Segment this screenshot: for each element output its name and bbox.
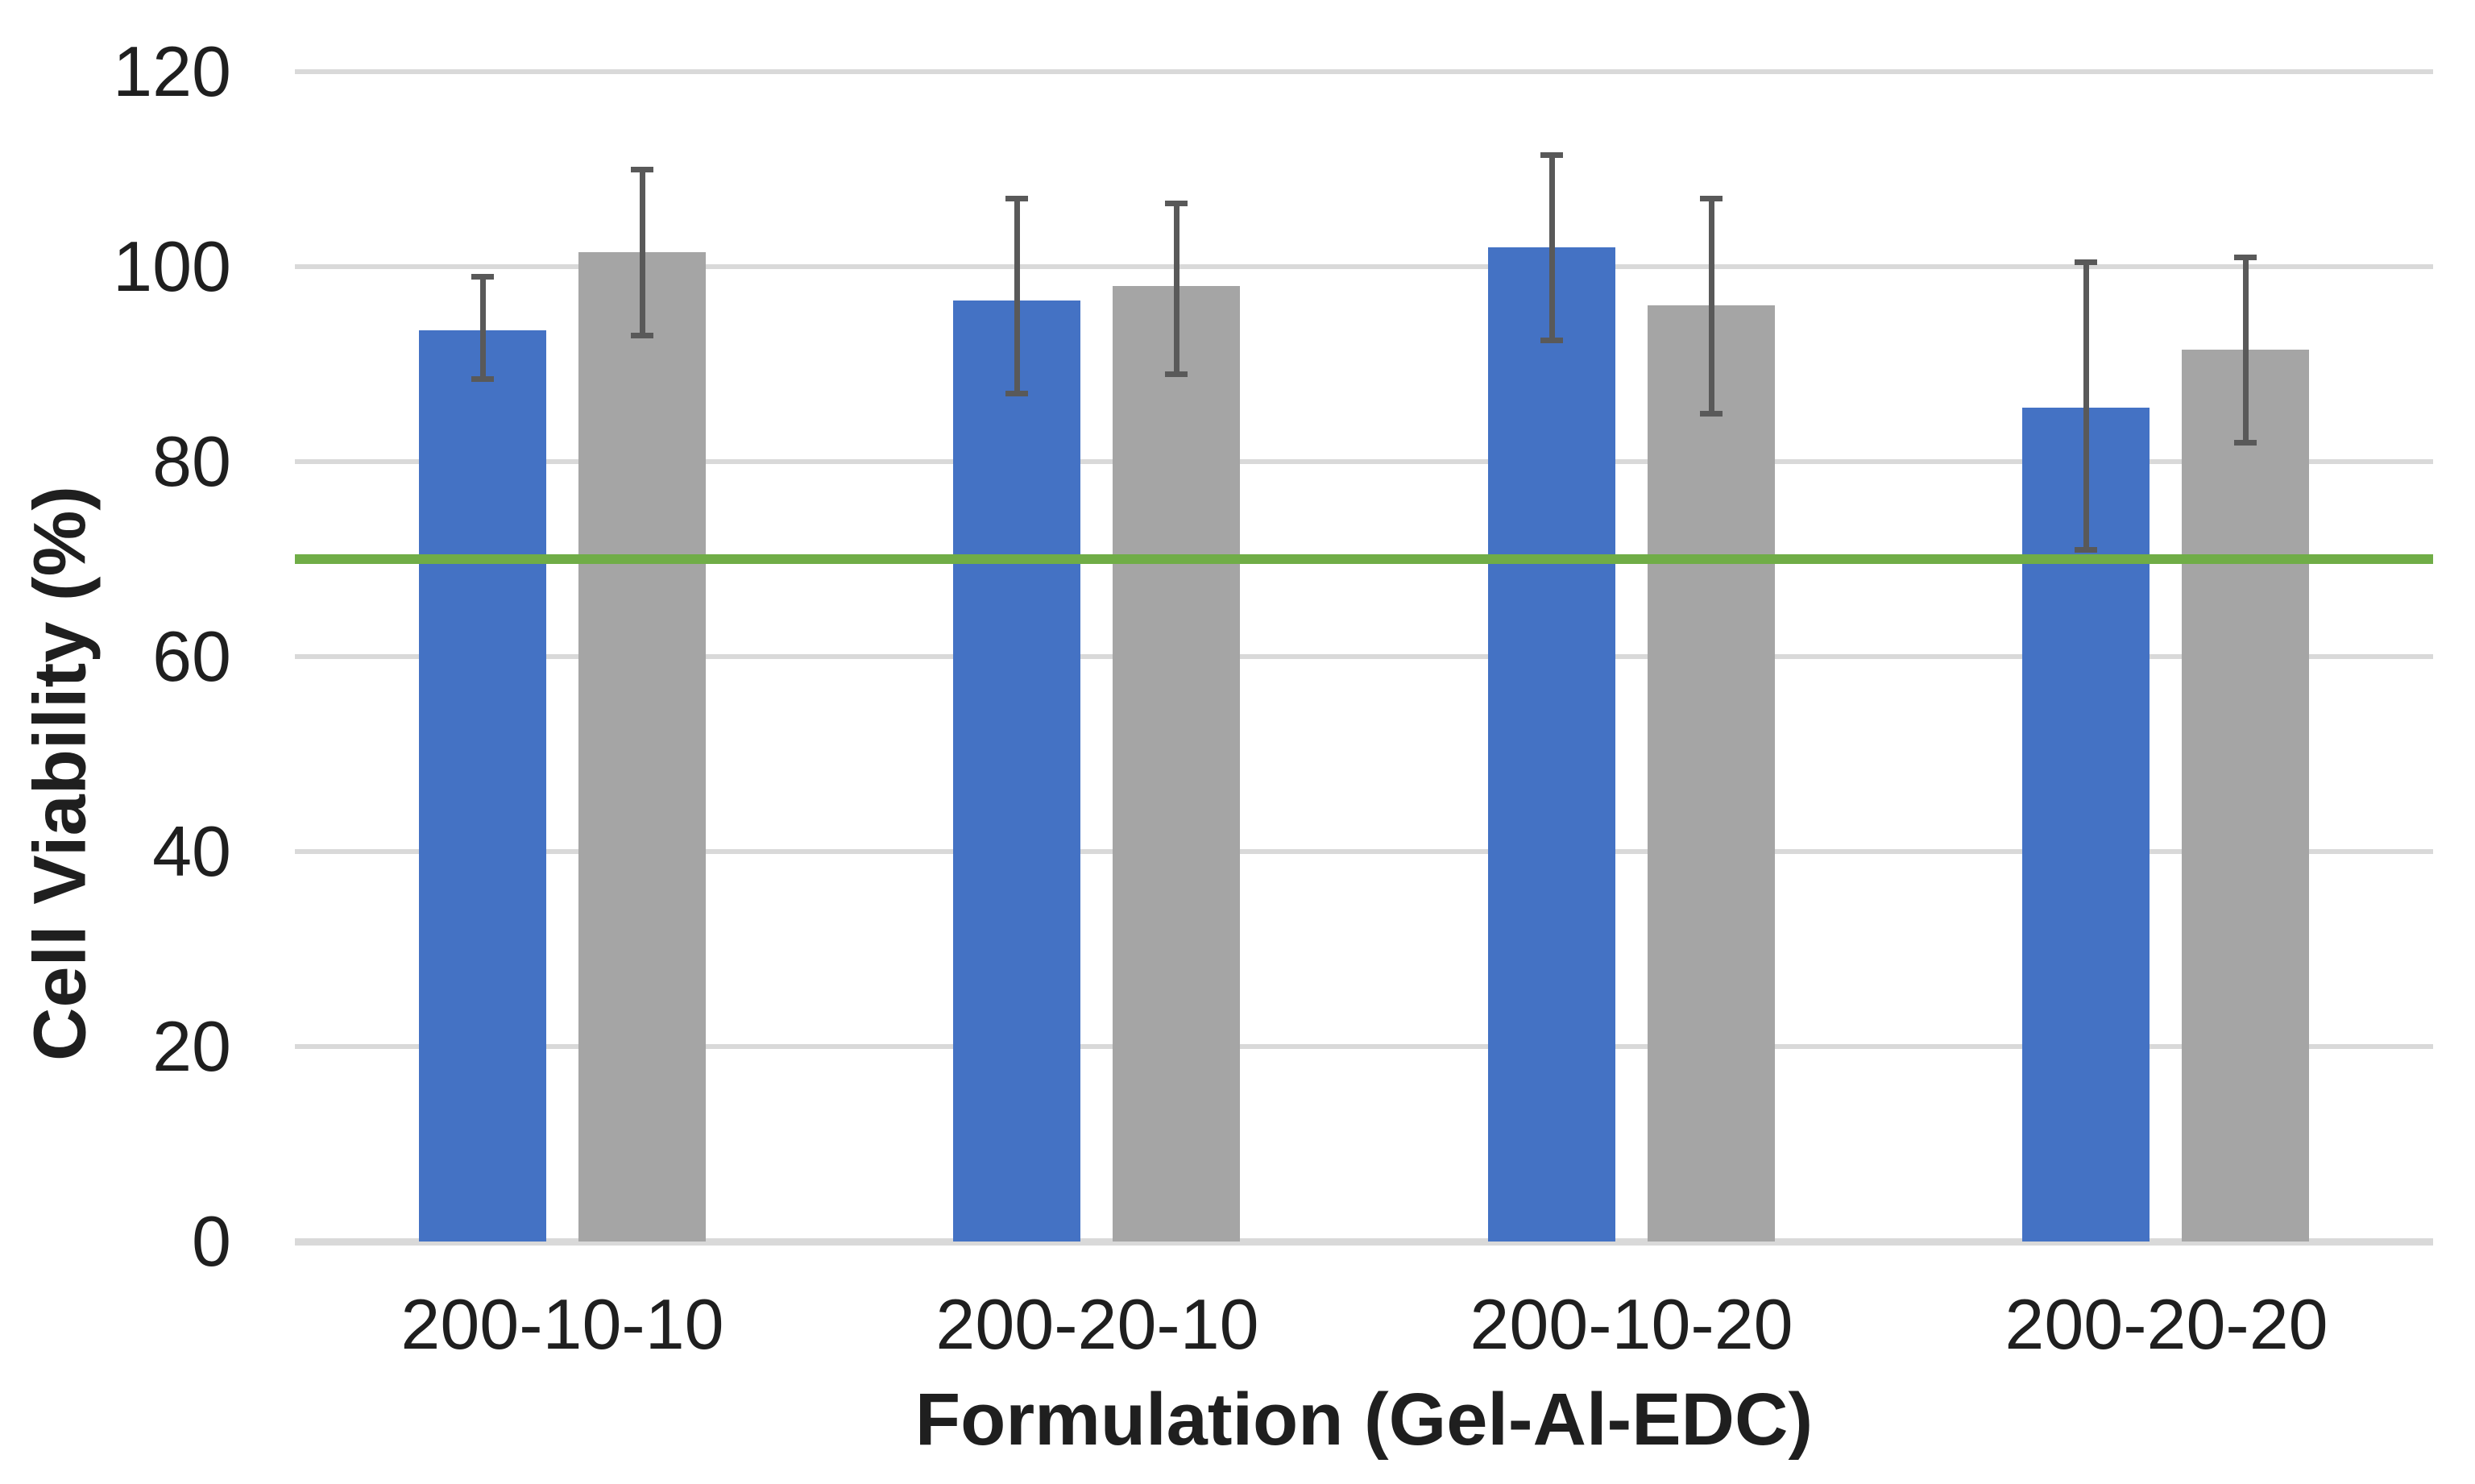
error-bar-cap	[471, 375, 494, 382]
error-bar-line	[479, 276, 486, 379]
x-axis-line	[295, 1238, 2433, 1246]
y-tick-label: 80	[152, 421, 231, 501]
error-bar-line	[2242, 257, 2249, 442]
y-tick-label: 120	[113, 31, 231, 111]
gridline	[295, 264, 2433, 269]
error-bar-line	[1548, 155, 1555, 340]
x-tick-label: 200-20-20	[2004, 1284, 2328, 1364]
error-bar-cap	[2075, 546, 2097, 553]
error-bar-cap	[1700, 195, 1723, 201]
error-bar-cap	[2075, 259, 2097, 265]
error-bar-cap	[1165, 200, 1188, 206]
error-bar-line	[2083, 262, 2089, 549]
error-bar-cap	[1540, 151, 1563, 158]
error-bar-cap	[631, 332, 653, 338]
gray-bar-200-10-20	[1648, 305, 1775, 1242]
error-bar-line	[1014, 198, 1020, 393]
gridline	[295, 849, 2433, 854]
plot-area	[295, 69, 2433, 1246]
error-bar-cap	[471, 273, 494, 280]
gray-bar-200-20-20	[2182, 350, 2309, 1242]
error-bar-line	[1173, 203, 1179, 374]
y-axis-title: Cell Viability (%)	[19, 485, 102, 1062]
error-bar-cap	[1165, 371, 1188, 377]
gridline	[295, 69, 2433, 74]
x-tick-label: 200-10-10	[400, 1284, 724, 1364]
blue-bar-200-10-10	[419, 330, 546, 1242]
gridline	[295, 1044, 2433, 1049]
x-axis-title: Formulation (Gel-Al-EDC)	[914, 1378, 1814, 1461]
error-bar-cap	[1005, 195, 1028, 201]
y-tick-label: 60	[152, 616, 231, 696]
x-tick-label: 200-20-10	[935, 1284, 1259, 1364]
x-tick-label: 200-10-20	[1470, 1284, 1793, 1364]
blue-bar-200-10-20	[1488, 247, 1615, 1242]
error-bar-line	[1708, 198, 1714, 413]
y-tick-label: 0	[192, 1201, 231, 1281]
error-bar-line	[639, 169, 645, 335]
error-bar-cap	[2234, 439, 2257, 446]
gridline	[295, 459, 2433, 464]
y-tick-label: 40	[152, 811, 231, 891]
gray-bar-200-10-10	[578, 252, 706, 1242]
y-tick-label: 20	[152, 1006, 231, 1086]
gridline	[295, 654, 2433, 659]
error-bar-cap	[631, 166, 653, 172]
error-bar-cap	[1005, 390, 1028, 396]
threshold-reference-line	[295, 554, 2433, 564]
blue-bar-200-20-10	[953, 301, 1080, 1242]
error-bar-cap	[2234, 254, 2257, 260]
error-bar-cap	[1540, 337, 1563, 343]
gray-bar-200-20-10	[1113, 286, 1240, 1242]
error-bar-cap	[1700, 410, 1723, 417]
y-tick-label: 100	[113, 226, 231, 306]
